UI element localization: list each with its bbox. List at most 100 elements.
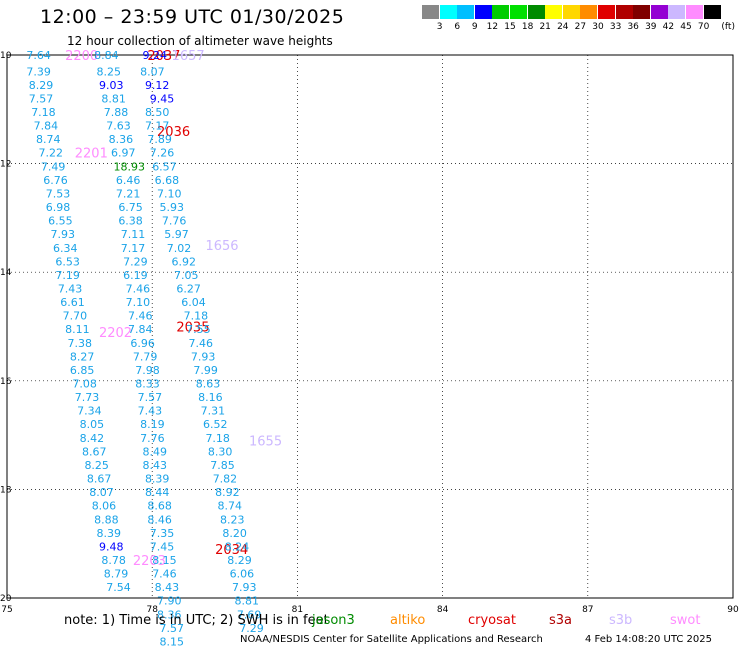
wave-height-value: 6.98 [46, 201, 71, 214]
wave-height-value: 7.08 [72, 378, 97, 391]
legend-swatch [633, 5, 651, 19]
wave-height-value: 7.84 [128, 323, 153, 336]
wave-height-value: 7.93 [232, 581, 257, 594]
wave-height-value: 7.02 [167, 242, 192, 255]
satellite-legend-s3a: s3a [549, 613, 573, 628]
satellite-legend-jason3: jason3 [312, 613, 355, 628]
legend-swatch [598, 5, 615, 19]
legend-tick-label: 3 [436, 22, 443, 32]
wave-height-value: 8.67 [82, 445, 107, 458]
wave-height-value: 7.93 [51, 228, 75, 241]
wave-height-value: 8.11 [65, 323, 90, 336]
wave-height-value: 6.75 [118, 201, 143, 214]
legend-swatch [580, 5, 598, 19]
legend-swatch [422, 5, 439, 19]
wave-height-value: 8.49 [143, 445, 168, 458]
wave-height-value: 5.93 [159, 201, 184, 214]
wave-height-value: 6.04 [181, 296, 206, 309]
wave-height-value: 8.81 [234, 595, 258, 608]
wave-height-value: 8.33 [135, 378, 160, 391]
pass-time-label: 1657 [172, 49, 205, 64]
legend-swatch [545, 5, 563, 19]
legend-tick-label: 42 [662, 22, 675, 32]
satellite-legend-altiko: altiko [390, 613, 426, 628]
wave-height-value: 8.81 [101, 92, 126, 105]
wave-height-value: 8.15 [159, 635, 184, 648]
x-tick-label: 75 [1, 605, 12, 615]
wave-height-value: 8.43 [143, 459, 168, 472]
x-tick-label: 78 [146, 605, 158, 615]
wave-height-value: 7.29 [239, 622, 264, 635]
wave-height-value: 8.67 [87, 473, 112, 486]
wave-height-value: 6.53 [55, 255, 80, 268]
legend-swatch [703, 5, 721, 19]
satellite-legend-cryosat: cryosat [468, 613, 516, 628]
wave-height-value: 8.05 [80, 418, 105, 431]
legend-tick-label: 30 [592, 22, 604, 32]
pass-time-label: 2034 [215, 543, 248, 558]
wave-height-value: 8.19 [140, 418, 165, 431]
wave-height-value: 8.78 [101, 554, 126, 567]
wave-height-value: 7.45 [150, 540, 175, 553]
wave-height-value: 7.84 [34, 120, 59, 133]
timestamp-text: 4 Feb 14:08:20 UTC 2025 [585, 634, 712, 645]
wave-height-value: 7.98 [135, 364, 160, 377]
wave-height-value: 6.76 [43, 174, 68, 187]
wave-height-value: 7.76 [140, 432, 165, 445]
wave-height-value: 8.84 [94, 49, 119, 62]
wave-height-value: 8.88 [94, 513, 119, 526]
wave-height-value: 6.34 [53, 242, 77, 255]
wave-height-value: 6.96 [130, 337, 155, 350]
wave-height-value: 8.06 [92, 500, 117, 513]
wave-height-value: 6.61 [60, 296, 85, 309]
legend-tick-label: 6 [454, 22, 461, 32]
wave-height-value: 8.79 [104, 568, 129, 581]
pass-time-label: 2203 [133, 554, 166, 569]
plot-frame [6, 54, 734, 599]
wave-height-value: 6.68 [155, 174, 180, 187]
x-tick-label: 90 [727, 605, 739, 615]
wave-height-value: 8.29 [227, 554, 252, 567]
wave-height-value: 7.21 [116, 187, 140, 200]
pass-time-label: 1655 [249, 435, 282, 450]
wave-height-value: 7.29 [123, 255, 148, 268]
wave-height-value: 7.89 [147, 133, 172, 146]
wave-height-value: 7.18 [184, 310, 209, 323]
wave-height-value: 7.35 [150, 527, 175, 540]
wave-height-value: 7.31 [201, 405, 226, 418]
wave-height-value: 7.05 [174, 269, 199, 282]
pass-time-label: 2036 [157, 125, 190, 140]
wave-height-value: 8.07 [140, 65, 165, 78]
wave-height-value: 8.44 [145, 486, 170, 499]
legend-swatch [562, 5, 580, 19]
wave-height-value: 6.57 [152, 160, 177, 173]
wave-height-value: 7.22 [38, 147, 63, 160]
wave-height-value: 7.17 [121, 242, 145, 255]
wave-height-value: 6.06 [230, 568, 255, 581]
legend-swatch [668, 5, 686, 19]
wave-height-value: 8.92 [215, 486, 240, 499]
wave-height-value: 7.57 [29, 92, 53, 105]
legend-tick-label: 39 [645, 22, 657, 32]
wave-height-value: 8.20 [222, 527, 247, 540]
legend-tick-label: 70 [697, 22, 710, 32]
wave-height-value: 7.43 [138, 405, 163, 418]
wave-height-value: 7.19 [55, 269, 80, 282]
wave-height-value: 7.93 [191, 350, 216, 363]
wave-height-value: 9.12 [145, 79, 170, 92]
wave-height-value: 6.38 [118, 215, 143, 228]
legend-tick-label: 9 [471, 22, 478, 32]
satellite-legend-swot: swot [670, 613, 701, 628]
legend-tick-label: 24 [557, 22, 569, 32]
pass-time-label: 2201 [75, 147, 108, 162]
legend-swatch [492, 5, 510, 19]
wave-height-value: 9.24 [143, 49, 168, 62]
wave-height-value: 7.88 [104, 106, 129, 119]
legend-tick-label: 21 [539, 22, 551, 32]
note-text: note: 1) Time is in UTC; 2) SWH is in fe… [64, 613, 329, 628]
wave-height-value: 7.38 [68, 337, 93, 350]
pass-time-label: 2035 [176, 321, 209, 336]
wave-height-value: 7.99 [193, 364, 218, 377]
x-tick-label: 81 [292, 605, 303, 615]
wave-height-value: 5.97 [164, 228, 189, 241]
